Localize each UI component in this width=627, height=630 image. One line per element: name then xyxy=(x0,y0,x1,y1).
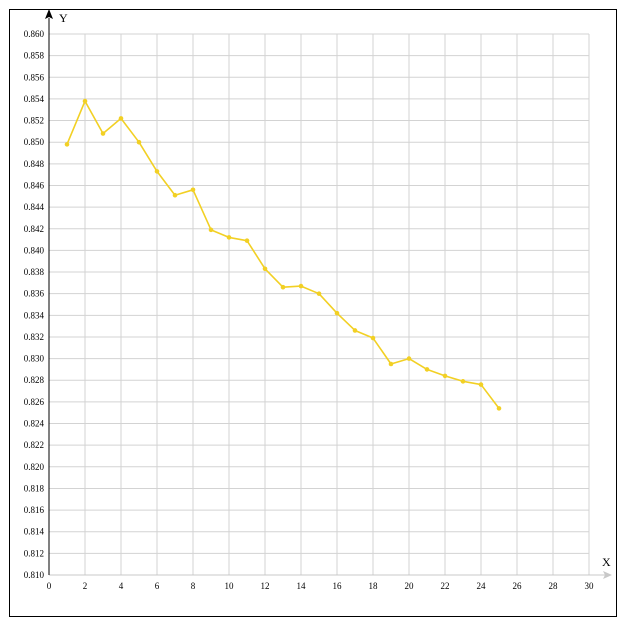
y-axis-label: Y xyxy=(59,11,68,25)
x-tick-label: 12 xyxy=(261,581,270,591)
data-point xyxy=(136,139,142,145)
y-tick-label: 0.850 xyxy=(24,137,45,147)
x-tick-label: 10 xyxy=(225,581,235,591)
y-tick-label: 0.830 xyxy=(24,354,45,364)
data-point xyxy=(190,187,196,193)
y-tick-label: 0.818 xyxy=(24,483,45,493)
data-point xyxy=(460,379,466,384)
grid xyxy=(49,33,590,575)
axes xyxy=(45,9,612,579)
y-tick-label: 0.858 xyxy=(24,51,45,61)
x-tick-label: 30 xyxy=(585,581,595,591)
data-point xyxy=(100,131,106,136)
data-point xyxy=(496,406,502,411)
x-axis-label: X xyxy=(602,555,611,569)
data-point xyxy=(478,382,484,387)
x-tick-label: 0 xyxy=(47,581,52,591)
y-tick-label: 0.834 xyxy=(24,310,45,320)
x-axis-arrow-icon xyxy=(603,571,612,579)
data-point xyxy=(154,169,160,174)
y-tick-label: 0.840 xyxy=(24,245,45,255)
x-tick-label: 20 xyxy=(405,581,415,591)
data-point xyxy=(64,142,70,147)
data-point xyxy=(316,291,322,296)
series-group xyxy=(64,98,502,411)
data-point xyxy=(280,284,286,290)
x-tick-label: 22 xyxy=(441,581,450,591)
x-tick-label: 24 xyxy=(477,581,487,591)
y-tick-label: 0.814 xyxy=(24,527,45,537)
series-line xyxy=(66,100,500,409)
chart-frame xyxy=(9,9,617,617)
y-tick-label: 0.846 xyxy=(24,180,45,190)
y-tick-label: 0.832 xyxy=(24,332,44,342)
data-point xyxy=(262,266,268,272)
data-point xyxy=(334,310,340,316)
x-tick-label: 4 xyxy=(119,581,124,591)
x-tick-label: 18 xyxy=(369,581,379,591)
data-point xyxy=(82,98,88,104)
data-point xyxy=(244,238,250,243)
y-tick-label: 0.812 xyxy=(24,548,44,558)
y-tick-label: 0.844 xyxy=(24,202,45,212)
data-point xyxy=(208,227,214,233)
y-tick-label: 0.838 xyxy=(24,267,45,277)
y-tick-label: 0.836 xyxy=(24,289,45,299)
data-point xyxy=(352,328,358,333)
y-tick-label: 0.842 xyxy=(24,224,44,234)
data-point xyxy=(388,361,394,367)
y-tick-label: 0.822 xyxy=(24,440,44,450)
data-point xyxy=(424,367,430,372)
y-tick-label: 0.810 xyxy=(24,570,45,580)
data-point xyxy=(442,373,448,379)
data-point xyxy=(118,116,124,121)
x-tick-label: 8 xyxy=(191,581,196,591)
data-point xyxy=(172,192,178,198)
x-tick-label: 28 xyxy=(549,581,559,591)
y-tick-label: 0.820 xyxy=(24,462,45,472)
y-tick-label: 0.860 xyxy=(24,29,45,39)
y-tick-label: 0.828 xyxy=(24,375,45,385)
y-axis-arrow-icon xyxy=(45,9,53,19)
y-tick-label: 0.852 xyxy=(24,116,44,126)
x-tick-label: 14 xyxy=(297,581,307,591)
y-tick-label: 0.854 xyxy=(24,94,45,104)
data-point xyxy=(298,283,304,289)
y-tick-label: 0.816 xyxy=(24,505,45,515)
y-tick-label: 0.824 xyxy=(24,419,45,429)
y-tick-label: 0.856 xyxy=(24,72,45,82)
tick-labels: 0 2 4 6 8 10 12 14 16 18 20 22 24 26 28 300.8100.8120.8… xyxy=(24,29,594,591)
x-tick-label: 6 xyxy=(155,581,160,591)
x-tick-label: 26 xyxy=(513,581,523,591)
y-tick-label: 0.826 xyxy=(24,397,45,407)
data-point xyxy=(226,235,232,240)
y-tick-label: 0.848 xyxy=(24,159,45,169)
data-point xyxy=(370,335,376,341)
x-tick-label: 2 xyxy=(83,581,88,591)
x-tick-label: 16 xyxy=(333,581,343,591)
data-point xyxy=(406,356,412,361)
